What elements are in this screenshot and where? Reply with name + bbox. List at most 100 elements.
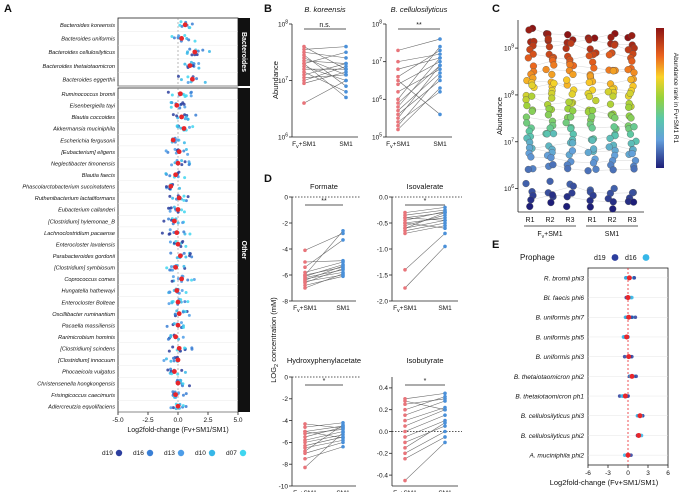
species-mean-point — [179, 114, 185, 120]
pair-line — [304, 429, 344, 434]
abundance-point — [548, 70, 556, 78]
pair-line — [304, 265, 344, 281]
abundance-point — [624, 46, 632, 54]
abundance-point — [589, 58, 597, 66]
pair-line — [404, 207, 446, 213]
pair-line — [404, 400, 446, 416]
colorbar-title: Abundance rank in Fv+SM1 R1 — [672, 53, 679, 144]
sig-label: * — [323, 378, 326, 385]
fv-point — [302, 58, 306, 63]
y-tick-label: -0.4 — [377, 472, 389, 479]
species-point — [167, 349, 171, 353]
species-point — [164, 172, 168, 176]
species-point — [168, 228, 172, 232]
pair-line — [304, 233, 344, 251]
pair-line — [404, 225, 446, 234]
fv-point — [303, 273, 307, 277]
species-point — [182, 230, 186, 234]
sm1-point — [341, 274, 345, 279]
fv-point — [303, 449, 307, 453]
abundance-point — [545, 105, 553, 113]
species-point — [182, 198, 186, 202]
species-point — [171, 268, 175, 272]
rank-link — [610, 192, 633, 194]
fv-point — [302, 78, 306, 83]
species-mean-point — [172, 218, 177, 224]
abundance-point — [610, 41, 619, 49]
pair-line — [404, 409, 446, 427]
species-point — [162, 219, 166, 223]
species-point — [178, 186, 182, 190]
abundance-point — [628, 32, 636, 40]
species-mean-point — [174, 102, 180, 108]
sm1-point — [438, 37, 442, 41]
species-point — [182, 325, 186, 329]
abundance-point — [586, 197, 594, 205]
group-sidebar — [238, 88, 250, 412]
pair-line — [304, 260, 344, 263]
fv-point — [303, 286, 307, 290]
species-label: Enterocloster Bolteae — [62, 300, 115, 306]
abundance-point — [527, 196, 535, 204]
abundance-point — [567, 39, 575, 47]
species-point — [179, 300, 183, 304]
x-tick-label: Fv+SM1 — [386, 141, 410, 150]
sm1-point — [443, 231, 447, 236]
sm1-point — [344, 64, 348, 69]
species-label: Adlercreutzia equolifaciens — [47, 404, 115, 410]
prophage-point — [633, 315, 638, 320]
species-mean-point — [192, 49, 198, 55]
y-tick-label: -2 — [282, 396, 288, 403]
species-point — [201, 48, 205, 52]
species-mean-point — [175, 241, 181, 247]
species-point — [171, 113, 175, 117]
x-tick-label: 3 — [646, 470, 650, 477]
abundance-point — [586, 203, 594, 211]
species-label: Parabacteroides gordonii — [53, 254, 116, 260]
abundance-point — [523, 119, 531, 127]
x-axis-title: Log2fold-change (Fv+SM1/SM1) — [550, 478, 659, 487]
sm1-point — [341, 231, 345, 236]
x-tick-label: SM1 — [336, 305, 350, 312]
species-point — [187, 163, 191, 167]
sm1-point — [443, 221, 447, 225]
species-label: Lachnoclostridium pacaense — [44, 231, 115, 237]
sm1-point — [341, 436, 345, 440]
pair-line — [404, 209, 446, 216]
y-tick-label: -2.0 — [377, 298, 389, 305]
sm1-point — [438, 56, 442, 60]
y-tick-label: -2 — [282, 220, 288, 227]
abundance-point — [549, 161, 557, 169]
prophage-mean-point — [637, 413, 643, 419]
sm1-point — [341, 426, 345, 431]
colorbar — [656, 28, 664, 168]
species-point — [183, 105, 187, 109]
abundance-point — [626, 89, 634, 98]
fv-point — [403, 226, 407, 230]
x-tick-label: R3 — [566, 217, 575, 224]
species-point — [176, 372, 180, 376]
fv-point — [403, 216, 407, 220]
fv-point — [396, 120, 400, 124]
y-tick-label: -10 — [279, 483, 289, 490]
species-point — [181, 404, 185, 408]
species-point — [185, 51, 189, 55]
species-label: Akkermansia muciniphila — [52, 127, 115, 133]
fv-point — [403, 231, 407, 236]
species-point — [189, 94, 193, 98]
pair-line — [404, 398, 446, 405]
species-point — [176, 125, 180, 129]
species-point — [190, 53, 194, 57]
prophage-label: B. uniformis phi7 — [536, 315, 585, 322]
species-point — [188, 232, 192, 236]
y-tick-label: -4 — [282, 418, 288, 425]
abundance-point — [630, 69, 638, 77]
pair-line — [304, 230, 344, 276]
fv-point — [403, 399, 407, 403]
abundance-point — [564, 31, 572, 39]
abundance-point — [592, 96, 600, 105]
species-point — [160, 231, 164, 235]
fv-point — [303, 440, 307, 445]
fv-point — [403, 268, 407, 272]
species-point — [165, 324, 169, 328]
